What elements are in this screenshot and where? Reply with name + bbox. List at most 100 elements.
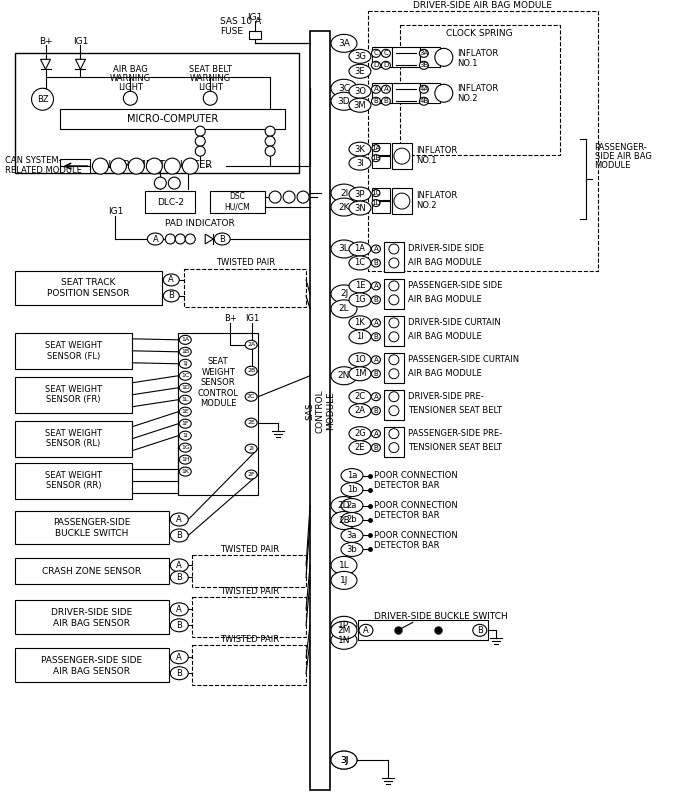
Text: A: A (374, 320, 379, 326)
Bar (15, 271, 162, 305)
Text: RELATED MODULE: RELATED MODULE (5, 165, 82, 175)
Bar (192, 646, 306, 685)
Ellipse shape (179, 395, 191, 405)
Text: 1F: 1F (182, 422, 189, 426)
Text: 2L: 2L (339, 305, 349, 314)
Ellipse shape (331, 35, 357, 52)
Text: 1G: 1G (354, 295, 366, 305)
Bar (372, 143, 390, 155)
Text: 2D: 2D (338, 501, 350, 510)
Text: 1A: 1A (371, 145, 381, 152)
Ellipse shape (179, 359, 191, 368)
Ellipse shape (381, 85, 391, 93)
Ellipse shape (419, 61, 429, 69)
Ellipse shape (331, 367, 357, 384)
Text: A: A (374, 357, 379, 363)
Circle shape (93, 158, 108, 174)
Ellipse shape (349, 187, 371, 201)
Text: TWISTED PAIR: TWISTED PAIR (216, 259, 274, 268)
Text: POSITION SENSOR: POSITION SENSOR (47, 289, 130, 298)
Text: 1N: 1N (338, 636, 350, 645)
Bar (358, 621, 488, 640)
Ellipse shape (331, 198, 357, 216)
Ellipse shape (331, 285, 357, 303)
Text: A: A (176, 604, 182, 614)
Ellipse shape (349, 279, 371, 293)
Text: SAS
CONTROL
MODULE: SAS CONTROL MODULE (305, 388, 335, 433)
Text: 2J: 2J (340, 289, 348, 298)
Ellipse shape (179, 372, 191, 380)
Circle shape (175, 234, 185, 244)
Text: 1O: 1O (354, 355, 366, 364)
Text: B: B (374, 260, 379, 266)
Text: 2C: 2C (354, 393, 366, 401)
Bar (60, 159, 91, 173)
Text: 1A: 1A (181, 338, 189, 343)
Text: 2a: 2a (347, 501, 357, 510)
Text: PASSENGER-: PASSENGER- (595, 143, 648, 152)
Ellipse shape (341, 499, 363, 513)
Ellipse shape (371, 430, 381, 438)
Text: PASSENGER-SIDE CURTAIN: PASSENGER-SIDE CURTAIN (408, 355, 519, 364)
Bar (392, 83, 420, 103)
Ellipse shape (245, 418, 257, 427)
Ellipse shape (331, 240, 357, 258)
Circle shape (195, 146, 206, 156)
Text: SEAT WEIGHT
SENSOR (RR): SEAT WEIGHT SENSOR (RR) (45, 471, 102, 490)
Text: TENSIONER SEAT BELT: TENSIONER SEAT BELT (408, 443, 502, 452)
Text: 1C: 1C (371, 190, 381, 196)
Bar (15, 333, 132, 369)
Text: INFLATOR: INFLATOR (416, 190, 457, 200)
Circle shape (389, 442, 399, 453)
Circle shape (154, 177, 166, 189)
Text: AIR BAG: AIR BAG (113, 64, 148, 74)
Ellipse shape (349, 353, 371, 367)
Polygon shape (206, 234, 213, 244)
Ellipse shape (371, 333, 381, 341)
Circle shape (389, 244, 399, 254)
Ellipse shape (381, 49, 391, 57)
Ellipse shape (371, 245, 381, 253)
Text: 4A: 4A (419, 86, 429, 92)
Text: 1M: 1M (354, 369, 366, 378)
Text: 2E: 2E (247, 420, 255, 426)
Text: SEAT TRACK: SEAT TRACK (62, 278, 116, 288)
Bar (384, 353, 404, 383)
Circle shape (32, 89, 53, 110)
Text: 1J: 1J (183, 361, 188, 366)
Ellipse shape (214, 233, 231, 245)
Bar (185, 269, 306, 307)
Text: 2A: 2A (247, 343, 256, 347)
Text: 3C: 3C (338, 84, 350, 93)
Text: A: A (176, 561, 182, 570)
Text: INFLATOR: INFLATOR (457, 49, 498, 58)
Circle shape (389, 258, 399, 268)
Text: 3E: 3E (355, 67, 365, 76)
Ellipse shape (341, 468, 363, 483)
Circle shape (269, 191, 281, 203)
Circle shape (265, 127, 275, 136)
Text: 3D: 3D (338, 97, 350, 106)
Text: INFLATOR: INFLATOR (457, 84, 498, 93)
Ellipse shape (371, 259, 381, 267)
Text: NO.1: NO.1 (416, 156, 437, 164)
Text: BUCKLE SWITCH: BUCKLE SWITCH (55, 529, 128, 538)
Bar (145, 191, 195, 213)
Text: 1L: 1L (182, 397, 189, 402)
Circle shape (297, 191, 309, 203)
Text: B: B (374, 98, 379, 104)
Ellipse shape (381, 98, 391, 106)
Text: TENSIONER SEAT BELT: TENSIONER SEAT BELT (408, 406, 502, 415)
Ellipse shape (245, 444, 257, 453)
Text: 1B: 1B (181, 349, 189, 355)
Text: CAN SYSTEM-: CAN SYSTEM- (5, 156, 62, 164)
Ellipse shape (371, 98, 381, 106)
Ellipse shape (245, 470, 257, 479)
Ellipse shape (473, 625, 487, 636)
Ellipse shape (371, 393, 381, 401)
Text: 3P: 3P (355, 189, 365, 198)
Ellipse shape (371, 49, 381, 57)
Text: 1A: 1A (354, 244, 366, 253)
Ellipse shape (170, 513, 188, 526)
Text: MICRO-COMPUTER: MICRO-COMPUTER (127, 114, 218, 124)
